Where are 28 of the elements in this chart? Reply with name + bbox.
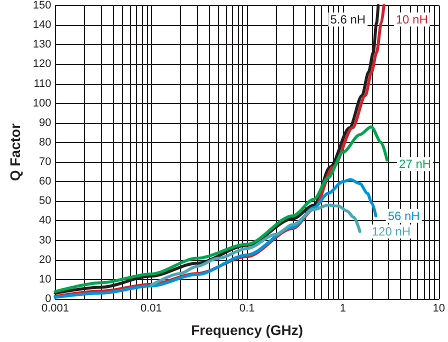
y-tick-label: 110 [34,78,52,90]
y-tick-label: 20 [39,254,52,266]
series-label: 5.6 nH [330,12,366,26]
y-tick-label: 10 [39,273,52,286]
x-tick-label: 0.01 [140,302,162,314]
series-label: 56 nH [388,208,420,223]
x-tick-label: 0.001 [41,302,70,314]
x-axis-title: Frequency (GHz) [191,322,304,338]
y-tick-label: 50 [39,195,52,208]
y-axis-title: Q Factor [7,122,23,182]
y-tick-label: 40 [39,214,52,227]
x-tick-label: 0.1 [239,302,255,314]
series-label: 120 nH [372,224,411,238]
y-tick-label: 80 [39,136,52,148]
y-tick-label: 70 [39,156,52,168]
y-tick-label: 120 [32,58,52,70]
y-tick-label: 140 [32,19,52,32]
x-tick-label: 10 [432,302,446,314]
y-tick-label: 130 [32,38,52,51]
y-tick-label: 150 [32,0,52,12]
y-tick-label: 90 [39,116,52,129]
y-tick-label: 30 [39,234,52,246]
x-tick-label: 1 [340,302,346,314]
y-tick-label: 60 [39,176,52,188]
series-label: 10 nH [396,12,428,26]
y-tick-label: 100 [32,97,52,110]
series-label: 27 nH [399,157,432,172]
y-tick-label: 0 [45,293,52,305]
